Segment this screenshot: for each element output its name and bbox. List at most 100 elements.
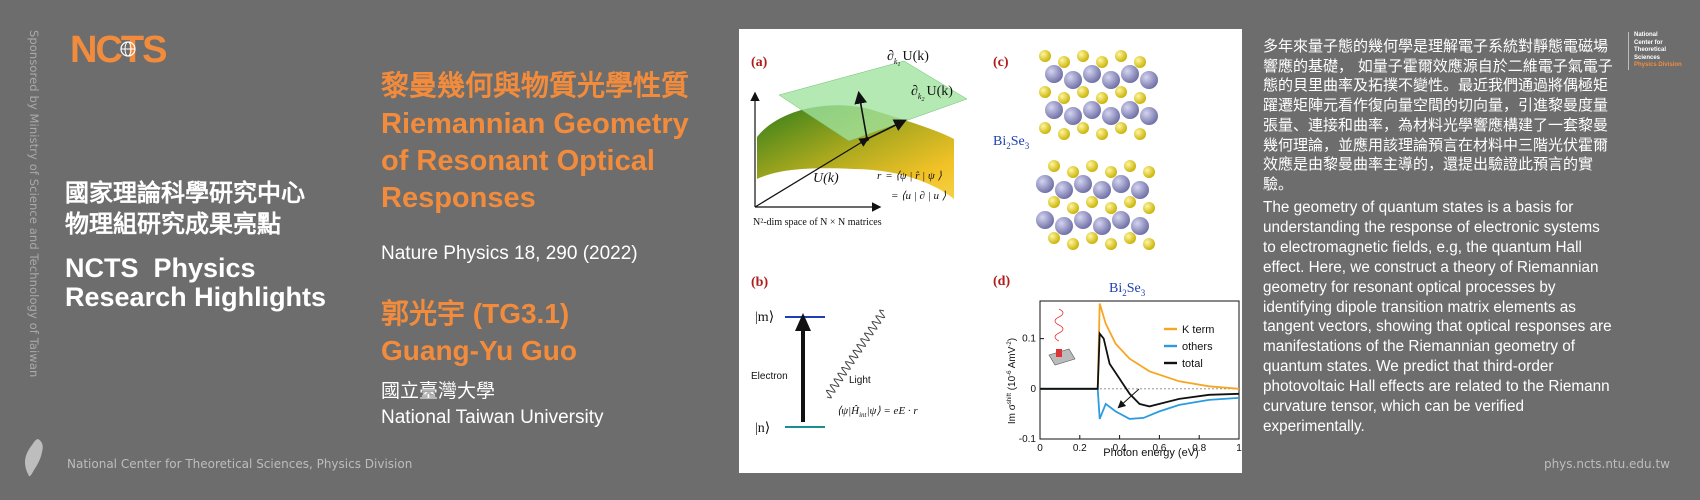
svg-text:|n⟩: |n⟩: [755, 421, 770, 436]
bi-atom: [1121, 101, 1139, 119]
se-atom: [1134, 92, 1146, 104]
bi-atom: [1064, 71, 1082, 89]
se-atom: [1134, 128, 1146, 140]
se-atom: [1124, 160, 1136, 172]
chart-frame: [1039, 300, 1240, 440]
se-atom: [1096, 128, 1108, 140]
se-atom: [1115, 50, 1127, 62]
author-name-en: Guang-Yu Guo: [381, 335, 577, 366]
se-atom: [1143, 238, 1155, 250]
journal-citation: Nature Physics 18, 290 (2022): [381, 243, 638, 264]
se-atom: [1124, 232, 1136, 244]
chart-xlabel: Photon energy (eV): [1103, 447, 1198, 459]
bi-atom: [1102, 71, 1120, 89]
bi-atom: [1140, 71, 1158, 89]
x-tick-label: 0.8: [1192, 443, 1206, 454]
bi-atom: [1112, 175, 1130, 193]
institution-en: National Taiwan University: [381, 407, 604, 428]
bi-atom: [1093, 181, 1111, 199]
side-org-label: National Center for Theoretical Sciences…: [1628, 32, 1688, 70]
se-atom: [1105, 166, 1117, 178]
crystal-structure: [1036, 50, 1158, 250]
chart-title: Bi2Se3: [1109, 281, 1146, 298]
chart-ylabel: Im σshift (10-6 AmV-2): [1007, 338, 1018, 424]
bi2se3-label: Bi2Se3: [993, 134, 1030, 151]
others-series: [1040, 387, 1240, 420]
svg-text:|m⟩: |m⟩: [755, 310, 774, 325]
x-tick-label: 0.4: [1113, 443, 1127, 454]
svg-text:r= ⟨ψ | r̂ | ψ ⟩: r = ⟨ψ | r̂ | ψ ⟩: [877, 170, 943, 182]
panel-c-label: (c): [993, 55, 1009, 70]
bi-atom: [1055, 181, 1073, 199]
footer-url[interactable]: phys.ncts.ntu.edu.tw: [1543, 457, 1670, 471]
se-atom: [1115, 122, 1127, 134]
se-atom: [1048, 232, 1060, 244]
legend-label: K term: [1182, 324, 1214, 336]
bi-atom: [1036, 211, 1054, 229]
se-atom: [1086, 196, 1098, 208]
x-tick-label: 0: [1037, 443, 1043, 454]
center-title-en: NCTS Physics Research Highlights: [65, 253, 327, 312]
footer-institution: National Center for Theoretical Sciences…: [67, 457, 413, 471]
se-atom: [1086, 232, 1098, 244]
bi-atom: [1045, 101, 1063, 119]
x-tick-label: 0.6: [1152, 443, 1166, 454]
center-title-zh: 國家理論科學研究中心 物理組研究成果亮點: [65, 179, 305, 238]
bi-atom: [1102, 107, 1120, 125]
bi-atom: [1064, 107, 1082, 125]
bi-atom: [1131, 217, 1149, 235]
svg-text:∂k1U(k): ∂k1U(k): [887, 49, 929, 68]
article-title-en: Riemannian Geometry of Resonant Optical …: [381, 108, 689, 214]
se-atom: [1096, 92, 1108, 104]
se-atom: [1067, 166, 1079, 178]
bi-atom: [1140, 107, 1158, 125]
ncts-logo: NCTS: [70, 29, 200, 71]
panel-a-label: (a): [751, 55, 768, 70]
bi-atom: [1083, 101, 1101, 119]
field-coil: [1054, 308, 1064, 342]
panel-a-caption: N²-dim space of N × N matrices: [753, 217, 882, 228]
article-title-zh: 黎曼幾何與物質光學性質: [381, 69, 690, 102]
se-atom: [1077, 50, 1089, 62]
bi-atom: [1083, 65, 1101, 83]
tangent-plane: [778, 60, 968, 142]
se-atom: [1077, 86, 1089, 98]
sample-contact: [1056, 349, 1062, 357]
panel-b-label: (b): [751, 275, 768, 290]
total-series: [1040, 331, 1240, 408]
se-atom: [1124, 196, 1136, 208]
se-atom: [1067, 202, 1079, 214]
se-atom: [1134, 56, 1146, 68]
bi-atom: [1093, 217, 1111, 235]
svg-text:Light: Light: [849, 375, 871, 386]
annotation-arrow: [1117, 388, 1140, 409]
y-tick-label: 0: [1030, 384, 1036, 395]
se-atom: [1077, 122, 1089, 134]
se-atom: [1115, 86, 1127, 98]
se-atom: [1039, 122, 1051, 134]
bi-atom: [1074, 175, 1092, 193]
bi-atom: [1055, 217, 1073, 235]
research-figure: (a) ∂k1U(k) ∂k2U(k) U(k) N²-dim space of…: [739, 29, 1242, 473]
sponsor-text: Sponsored by Ministry of Science and Tec…: [27, 30, 41, 378]
se-atom: [1058, 128, 1070, 140]
bi-atom: [1112, 211, 1130, 229]
se-atom: [1105, 202, 1117, 214]
description-zh: 多年來量子態的幾何學是理解電子系統對靜態電磁場響應的基礎， 如量子霍爾效應源自於…: [1263, 37, 1613, 193]
bi-atom: [1036, 175, 1054, 193]
se-atom: [1143, 202, 1155, 214]
se-atom: [1039, 86, 1051, 98]
se-atom: [1039, 50, 1051, 62]
se-atom: [1067, 238, 1079, 250]
institution-zh: 國立臺灣大學: [381, 380, 496, 402]
svg-text:Electron: Electron: [751, 371, 788, 382]
y-tick-label: 0.1: [1022, 334, 1036, 345]
se-atom: [1143, 166, 1155, 178]
se-atom: [1048, 196, 1060, 208]
bi-atom: [1074, 211, 1092, 229]
se-atom: [1086, 160, 1098, 172]
x-tick-label: 0.2: [1073, 443, 1087, 454]
legend-label: total: [1182, 358, 1203, 370]
se-atom: [1058, 92, 1070, 104]
